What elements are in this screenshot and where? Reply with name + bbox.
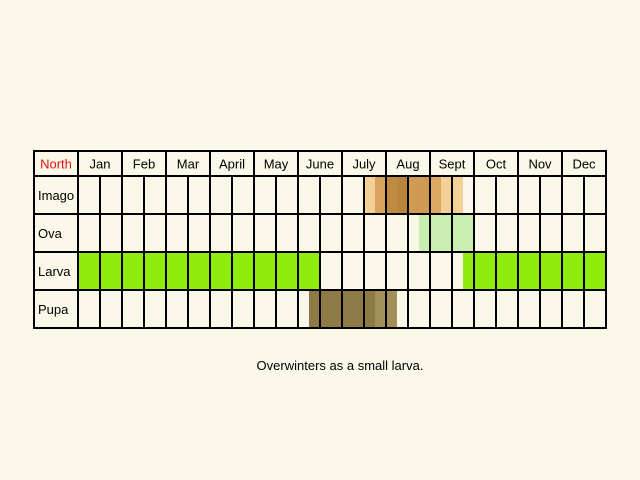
month-label-dec: Dec (572, 157, 596, 172)
month-label-nov: Nov (528, 157, 552, 172)
month-label-oct: Oct (486, 157, 507, 172)
region-label: North (40, 157, 72, 172)
month-label-mar: Mar (177, 157, 200, 172)
chart-labels: North Jan Feb Mar April May June July Aug Sept Oct… (38, 157, 596, 318)
stage-label-larva: Larva (38, 264, 71, 279)
stage-label-imago: Imago (38, 188, 74, 203)
chart-grid (33, 150, 607, 329)
month-label-may: May (264, 157, 289, 172)
stage-label-pupa: Pupa (38, 302, 69, 317)
month-label-april: April (219, 157, 245, 172)
period-larva-0 (78, 252, 320, 290)
month-label-sept: Sept (439, 157, 466, 172)
period-larva-1 (463, 252, 606, 290)
period-ova-0 (419, 214, 474, 252)
month-label-june: June (306, 157, 334, 172)
month-label-feb: Feb (133, 157, 155, 172)
stage-label-ova: Ova (38, 226, 63, 241)
period-pupa-0 (309, 290, 386, 328)
overwinter-note: Overwinters as a small larva. (256, 358, 424, 373)
month-label-jan: Jan (90, 157, 111, 172)
month-label-aug: Aug (396, 157, 419, 172)
month-label-july: July (352, 157, 376, 172)
